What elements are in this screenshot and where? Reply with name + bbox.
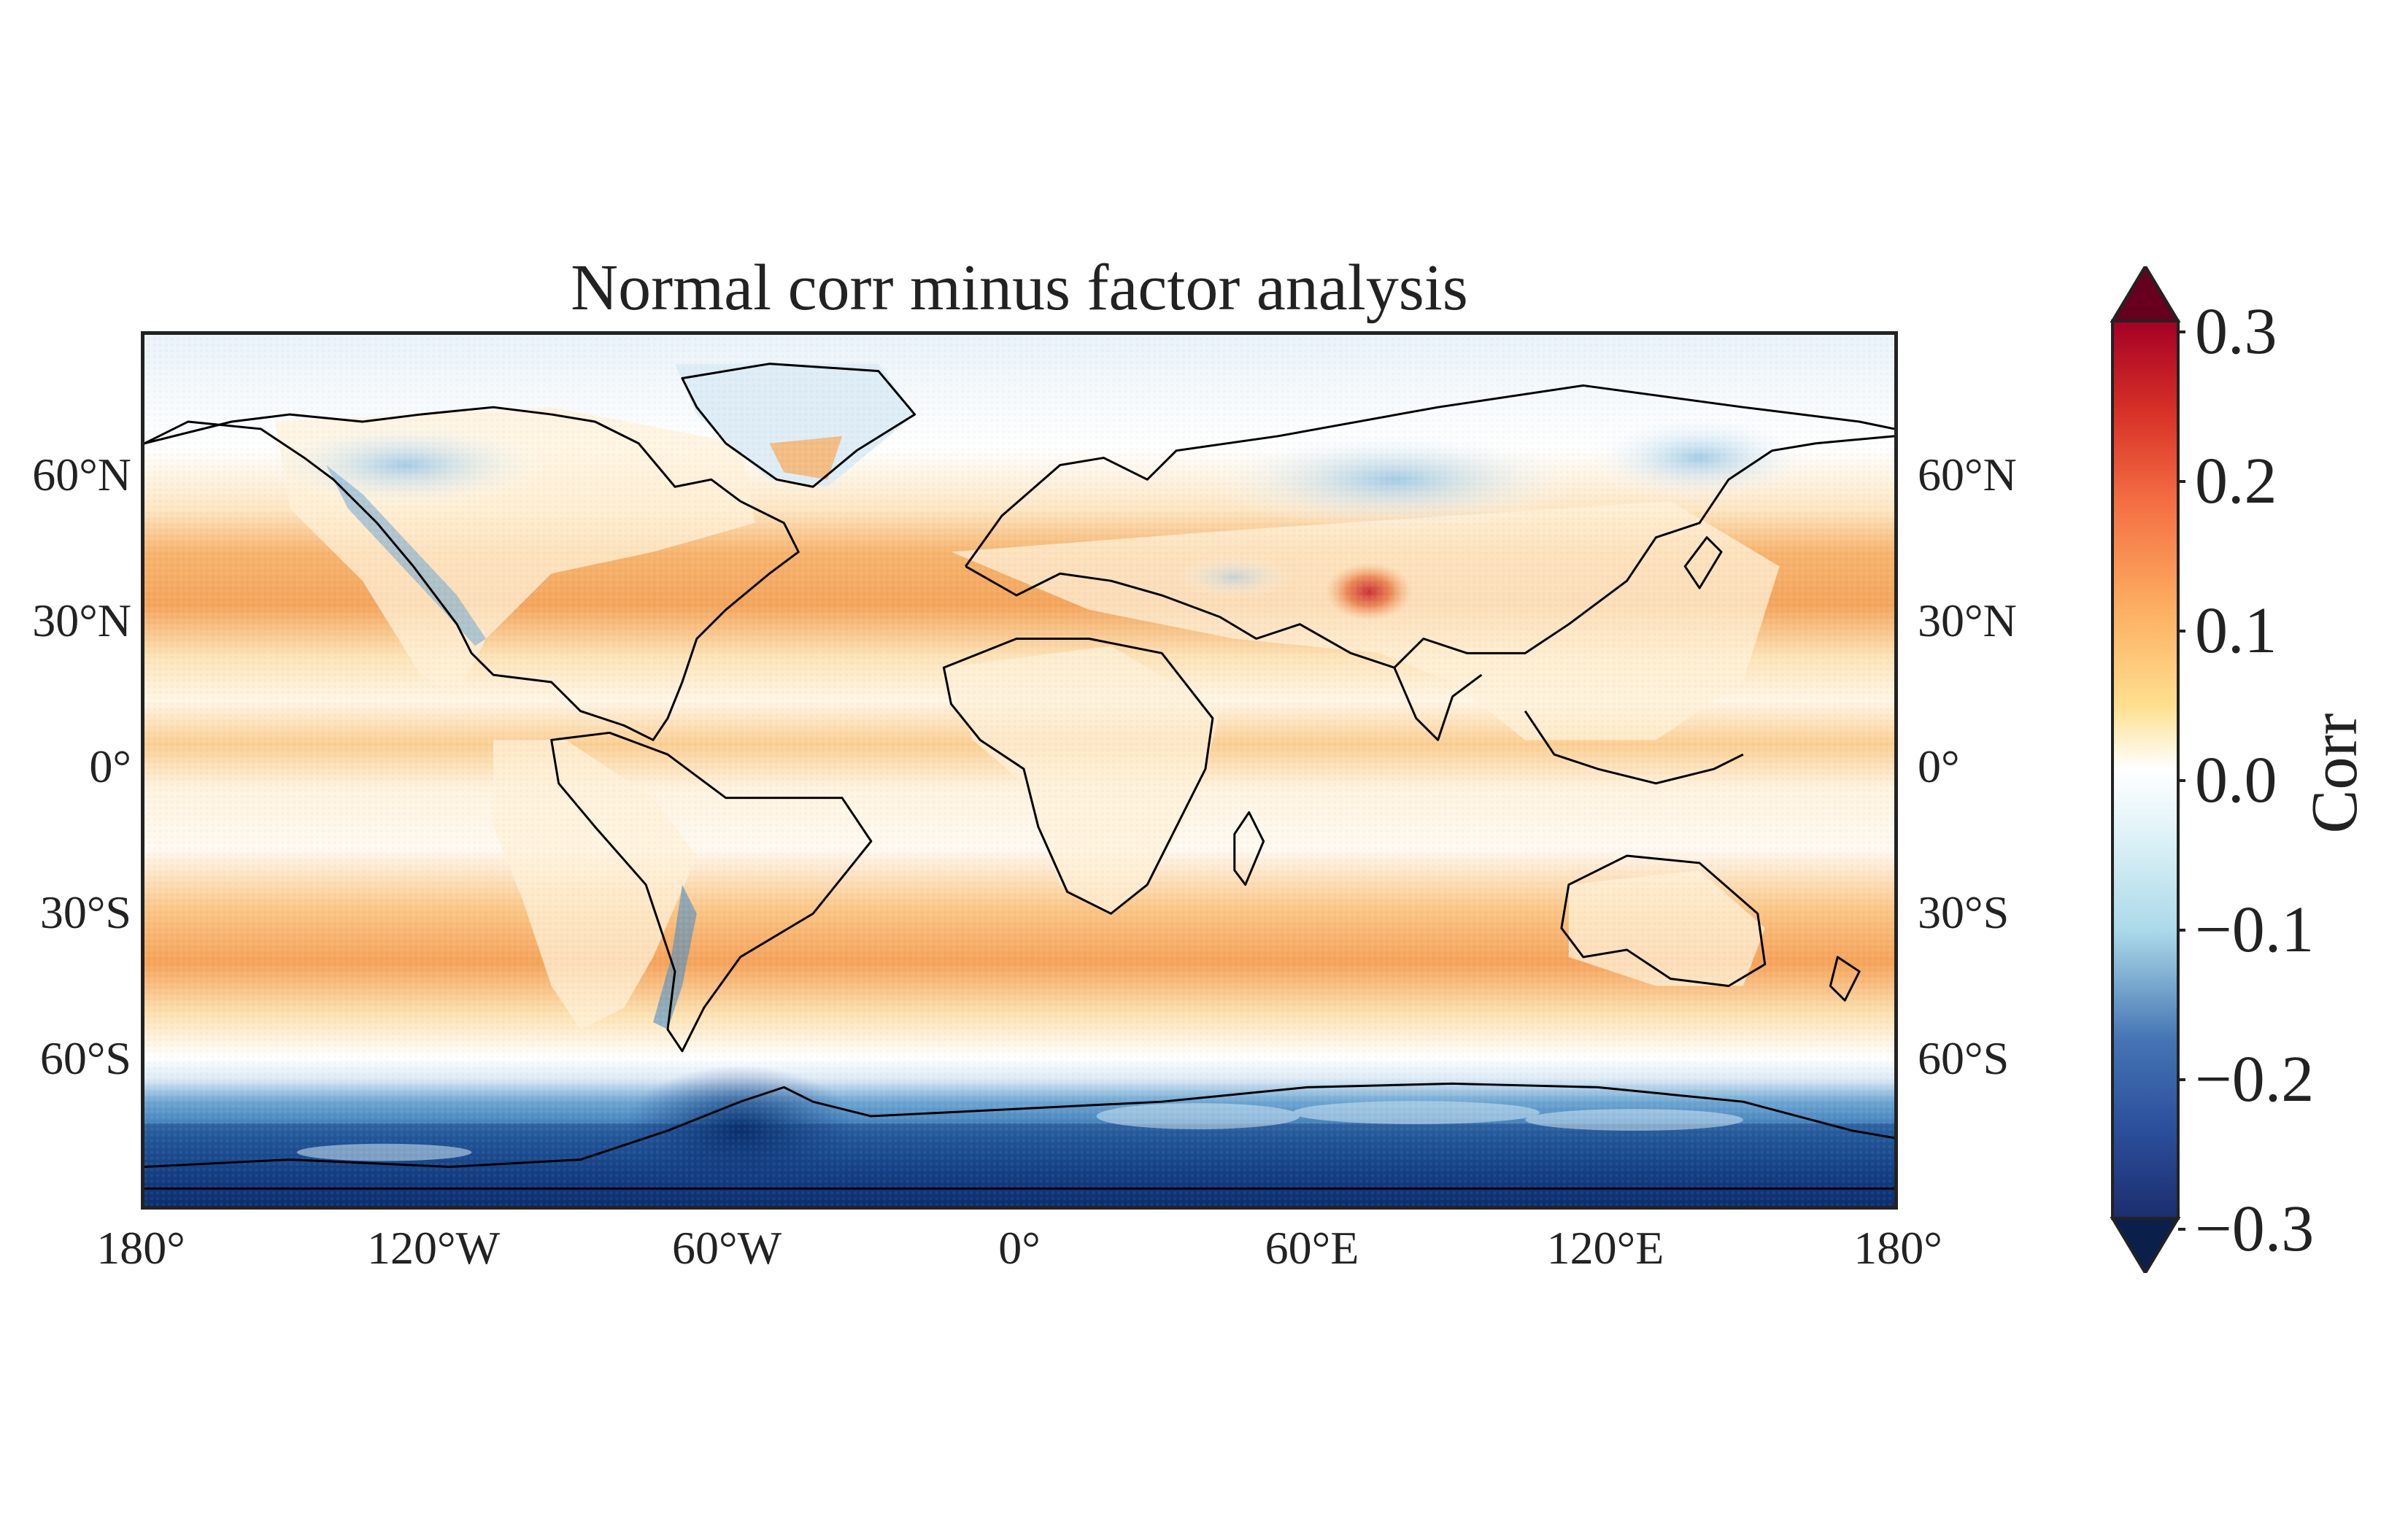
lat-tick-right-60s: 60°S (1918, 1032, 2010, 1084)
lon-tick-180w: 180° (96, 1222, 185, 1274)
lat-tick-left-60n: 60°N (32, 449, 131, 500)
colorbar-label: Corr (2299, 713, 2371, 834)
lat-tick-right-60n: 60°N (1918, 449, 2017, 500)
colorbar-tick-0.3: 0.3 (2195, 295, 2277, 368)
colorbar (2110, 266, 2185, 1273)
lon-tick-120e: 120°E (1546, 1222, 1664, 1274)
map-field (144, 335, 1894, 1206)
lon-tick-60w: 60°W (672, 1222, 782, 1274)
lon-tick-0: 0° (998, 1222, 1041, 1274)
colorbar-tick-neg-0.3: −0.3 (2195, 1193, 2315, 1265)
colorbar-tick-neg-0.2: −0.2 (2195, 1043, 2315, 1115)
lon-tick-180e: 180° (1853, 1222, 1942, 1274)
lat-tick-left-60s: 60°S (39, 1032, 131, 1084)
map-panel (141, 331, 1898, 1210)
lat-tick-right-30s: 30°S (1918, 886, 2010, 938)
lat-tick-left-30s: 30°S (39, 886, 131, 938)
colorbar-tick-0.1: 0.1 (2195, 595, 2277, 667)
map-title: Normal corr minus factor analysis (571, 252, 1468, 324)
lon-tick-120w: 120°W (367, 1222, 500, 1274)
lat-tick-left-30n: 30°N (32, 595, 131, 646)
lat-tick-left-0: 0° (89, 740, 131, 792)
colorbar-extend-bottom (2110, 1217, 2181, 1273)
colorbar-tick-neg-0.1: −0.1 (2195, 894, 2315, 966)
lon-tick-60e: 60°E (1265, 1222, 1359, 1274)
colorbar-tick-0.0: 0.0 (2195, 744, 2277, 816)
colorbar-bar (2111, 320, 2180, 1220)
colorbar-tick-0.2: 0.2 (2195, 445, 2277, 517)
lat-tick-right-0: 0° (1918, 740, 1960, 792)
colorbar-extend-top (2110, 266, 2181, 322)
lat-tick-right-30n: 30°N (1918, 595, 2017, 646)
